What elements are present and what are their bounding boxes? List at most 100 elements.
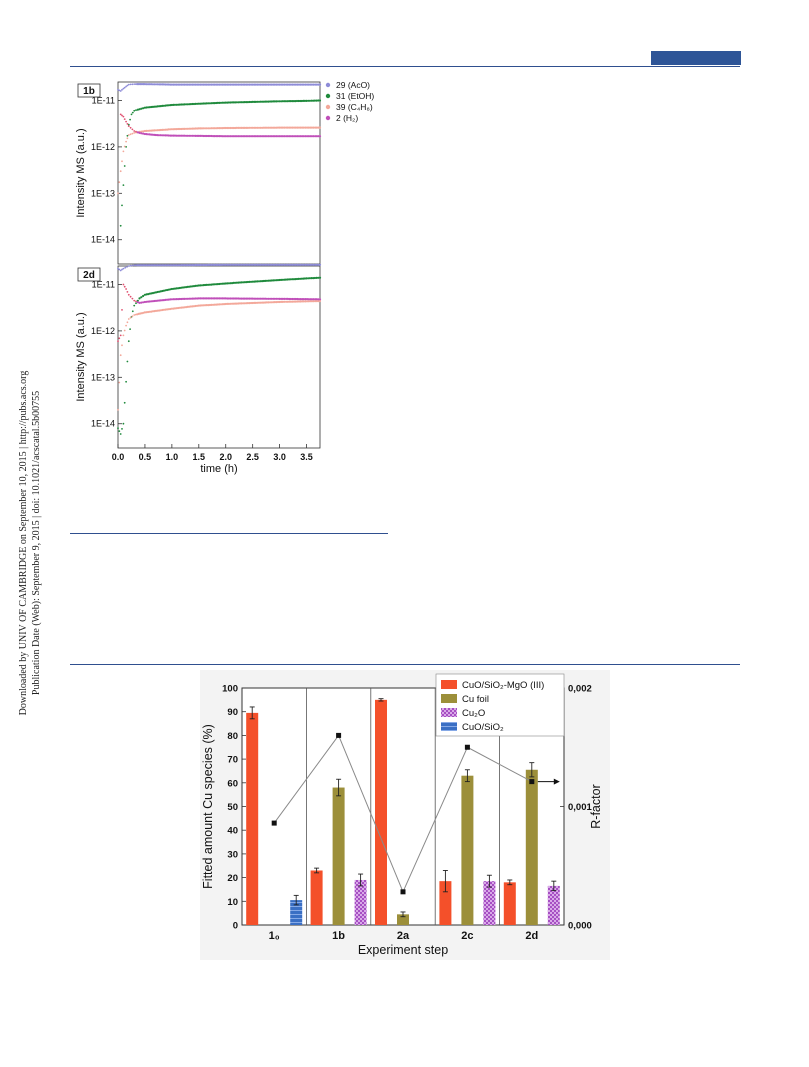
series-point-c4h8	[299, 300, 302, 303]
series-point-etoh	[269, 100, 272, 103]
series-point-c4h8	[318, 126, 322, 129]
series-point-h2	[251, 297, 254, 300]
series-point-h2	[192, 297, 196, 300]
series-point-c4h8	[210, 303, 213, 306]
series-point-etoh	[125, 380, 127, 383]
series-point-etoh	[288, 100, 291, 103]
series-point-aco	[127, 83, 130, 86]
series-point-c4h8	[158, 129, 161, 132]
series-point-c4h8	[265, 301, 268, 304]
series-point-c4h8	[119, 354, 122, 357]
series-point-aco	[166, 264, 169, 267]
series-point-aco	[312, 263, 315, 266]
series-point-c4h8	[297, 126, 301, 129]
series-point-etoh	[299, 99, 302, 103]
series-point-h2	[296, 135, 299, 138]
series-point-aco	[164, 83, 167, 86]
series-point-etoh	[267, 279, 270, 282]
series-point-aco	[264, 83, 267, 86]
series-point-etoh	[180, 286, 183, 289]
series-point-c4h8	[235, 126, 238, 129]
series-point-aco	[204, 263, 207, 267]
series-point-c4h8	[122, 150, 125, 153]
series-point-c4h8	[296, 126, 299, 129]
series-point-c4h8	[194, 127, 197, 130]
series-point-c4h8	[302, 300, 305, 303]
x-tick-label: 3.0	[273, 452, 286, 462]
series-point-h2	[315, 135, 318, 138]
series-point-c4h8	[216, 127, 219, 130]
series-point-h2	[205, 297, 208, 300]
series-point-etoh	[231, 101, 234, 104]
series-point-c4h8	[200, 127, 204, 130]
series-point-c4h8	[183, 306, 186, 309]
series-point-h2	[235, 135, 238, 138]
series-point-h2	[143, 300, 146, 304]
series-point-etoh	[210, 283, 213, 286]
series-point-aco	[156, 83, 159, 86]
series-point-aco	[270, 83, 273, 86]
series-point-h2	[231, 297, 234, 300]
series-point-c4h8	[286, 126, 289, 129]
series-point-h2	[294, 297, 297, 301]
series-point-aco	[288, 83, 291, 86]
series-point-etoh	[197, 102, 200, 105]
series-point-aco	[246, 263, 249, 266]
series-point-etoh	[131, 310, 134, 313]
series-point-aco	[216, 263, 219, 266]
series-point-c4h8	[175, 128, 178, 131]
r-factor-arrow-head	[553, 778, 560, 785]
series-point-h2	[299, 298, 302, 301]
series-point-c4h8	[264, 301, 267, 304]
series-point-c4h8	[218, 303, 221, 306]
series-point-etoh	[208, 283, 211, 286]
series-point-c4h8	[304, 126, 307, 129]
series-point-aco	[134, 264, 137, 267]
series-point-etoh	[166, 104, 169, 107]
legend-label: CuO/SiO₂-MgO (III)	[462, 680, 544, 691]
series-point-aco	[288, 263, 291, 266]
series-point-aco	[145, 264, 148, 267]
series-point-c4h8	[194, 304, 197, 308]
series-point-c4h8	[196, 304, 199, 307]
series-point-c4h8	[189, 127, 192, 130]
series-point-aco	[237, 263, 240, 266]
series-point-c4h8	[148, 310, 151, 313]
series-point-aco	[302, 263, 305, 266]
series-point-c4h8	[156, 309, 159, 312]
series-point-h2	[248, 297, 251, 300]
series-point-h2	[273, 297, 276, 300]
series-point-c4h8	[293, 300, 296, 303]
series-point-etoh	[300, 277, 303, 280]
series-point-etoh	[192, 285, 196, 288]
series-point-h2	[216, 135, 219, 138]
series-point-etoh	[295, 99, 299, 103]
series-point-etoh	[207, 283, 210, 286]
series-point-aco	[118, 268, 121, 271]
series-point-c4h8	[213, 127, 216, 130]
y-right-tick-label: 0,002	[568, 684, 592, 695]
series-point-h2	[161, 134, 164, 137]
series-point-aco	[213, 83, 216, 86]
series-point-c4h8	[125, 140, 127, 143]
series-point-aco	[240, 83, 243, 86]
series-point-c4h8	[278, 300, 281, 304]
series-point-aco	[175, 264, 178, 267]
series-point-aco	[289, 83, 292, 86]
y-tick-label: 30	[227, 849, 238, 860]
series-point-h2	[188, 297, 191, 300]
series-point-h2	[243, 297, 246, 300]
series-point-h2	[122, 115, 125, 118]
legend-label: 2 (H₂)	[336, 113, 358, 123]
series-point-h2	[153, 299, 156, 303]
series-point-aco	[281, 83, 284, 86]
bar-cu2o	[483, 881, 496, 925]
series-point-aco	[121, 88, 123, 91]
series-point-c4h8	[177, 127, 180, 131]
series-point-h2	[293, 135, 296, 138]
series-point-c4h8	[207, 304, 210, 307]
y-tick-label: 1E-14	[91, 419, 115, 429]
x-tick-label: 1₀	[269, 930, 280, 942]
series-point-c4h8	[288, 300, 291, 303]
series-point-h2	[175, 298, 178, 301]
